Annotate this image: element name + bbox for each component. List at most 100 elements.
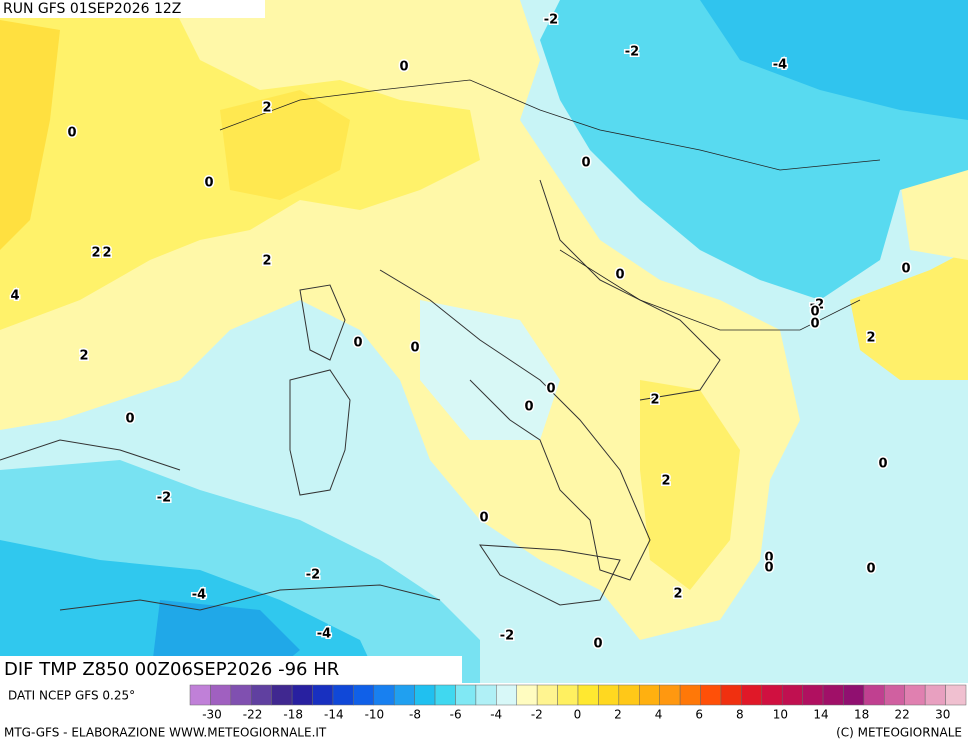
contour-label: 0 xyxy=(546,382,555,397)
footer-left: MTG-GFS - ELABORAZIONE WWW.METEOGIORNALE… xyxy=(4,726,327,740)
scale-label: 0 xyxy=(574,708,582,722)
contour-label: 2 xyxy=(102,246,111,261)
scale-swatch xyxy=(434,684,456,706)
scale-swatch xyxy=(679,684,701,706)
scale-label: 14 xyxy=(813,708,828,722)
contour-label: 4 xyxy=(10,289,19,304)
cool-area xyxy=(420,300,560,440)
contour-label: -2 xyxy=(625,45,639,60)
scale-swatch xyxy=(884,684,905,706)
contour-label: 0 xyxy=(810,317,819,332)
scale-swatch xyxy=(781,684,803,706)
scale-swatch xyxy=(639,684,660,706)
scale-swatch xyxy=(475,684,497,706)
contour-label: 0 xyxy=(764,551,773,566)
scale-label: -2 xyxy=(531,708,543,722)
scale-swatch xyxy=(577,684,599,706)
scale-label: 6 xyxy=(695,708,703,722)
contour-label: -4 xyxy=(317,627,331,642)
warm-area xyxy=(0,20,60,250)
contour-label: 0 xyxy=(764,561,773,576)
warm-area xyxy=(900,170,968,260)
contour-label: 0 xyxy=(901,262,910,277)
scale-label: -18 xyxy=(283,708,303,722)
contour-label: -2 xyxy=(157,491,171,506)
footer-right: (C) METEOGIORNALE xyxy=(836,726,962,740)
contour-label: 0 xyxy=(410,341,419,356)
scale-label: -6 xyxy=(450,708,462,722)
scale-swatch xyxy=(332,684,354,706)
scale-swatch xyxy=(659,684,681,706)
contour-label: 0 xyxy=(810,305,819,320)
scale-label: 22 xyxy=(895,708,910,722)
contour-label: 0 xyxy=(353,336,362,351)
contour-label: 0 xyxy=(524,400,533,415)
scale-swatch xyxy=(802,684,824,706)
contour-label: 2 xyxy=(673,587,682,602)
contour-label: 0 xyxy=(615,268,624,283)
contour-label: 2 xyxy=(262,254,271,269)
scale-label: 18 xyxy=(854,708,869,722)
cool-area xyxy=(700,0,968,120)
contour-label: 2 xyxy=(866,331,875,346)
contour-label: 0 xyxy=(125,412,134,427)
contour-label: -4 xyxy=(773,58,787,73)
scale-label: -8 xyxy=(409,708,421,722)
scale-label: 10 xyxy=(773,708,788,722)
scale-swatch xyxy=(373,684,395,706)
scale-swatch xyxy=(536,684,558,706)
scale-swatch xyxy=(312,684,334,706)
scale-swatch xyxy=(945,684,967,706)
scale-swatch xyxy=(455,684,477,706)
source-label: DATI NCEP GFS 0.25° xyxy=(8,689,135,703)
warm-area xyxy=(640,380,740,590)
scale-swatch xyxy=(496,684,517,706)
coastline xyxy=(479,544,621,606)
contour-label: -2 xyxy=(544,13,558,28)
scale-swatch xyxy=(557,684,579,706)
scale-swatch xyxy=(516,684,538,706)
contour-label: 2 xyxy=(91,246,100,261)
scale-label: -22 xyxy=(243,708,263,722)
contour-label: 2 xyxy=(262,101,271,116)
contour-label: -2 xyxy=(306,568,320,583)
scale-swatch xyxy=(598,684,620,706)
scale-label: 2 xyxy=(614,708,622,722)
scale-swatch xyxy=(863,684,885,706)
scale-swatch xyxy=(414,684,436,706)
contour-label: 0 xyxy=(593,637,602,652)
contour-label: 2 xyxy=(650,393,659,408)
scale-swatch xyxy=(700,684,722,706)
warm-area xyxy=(850,250,968,380)
contour-label: 0 xyxy=(479,511,488,526)
contour-label: 0 xyxy=(866,562,875,577)
scale-swatch xyxy=(904,684,926,706)
scale-label: -10 xyxy=(365,708,385,722)
coastline xyxy=(379,179,721,581)
scale-label: -4 xyxy=(490,708,502,722)
scale-swatch xyxy=(230,684,252,706)
contour-label: 0 xyxy=(399,60,408,75)
contour-label: 0 xyxy=(67,126,76,141)
contour-label: 0 xyxy=(878,457,887,472)
field-label: DIF TMP Z850 00Z06SEP2026 -96 HR xyxy=(0,656,462,683)
contour-label: -2 xyxy=(810,298,824,313)
scale-swatch xyxy=(189,684,211,706)
contour-label: 2 xyxy=(661,474,670,489)
scale-swatch xyxy=(720,684,742,706)
scale-swatch xyxy=(291,684,313,706)
scale-swatch xyxy=(271,684,293,706)
scale-swatch xyxy=(353,684,375,706)
coastline xyxy=(0,439,441,611)
scale-swatch xyxy=(251,684,272,706)
border xyxy=(219,79,881,331)
contour-label: 0 xyxy=(204,176,213,191)
scale-swatch xyxy=(393,684,415,706)
contour-label: 2 xyxy=(79,349,88,364)
scale-label: 30 xyxy=(935,708,950,722)
scale-swatch xyxy=(618,684,640,706)
scale-swatch xyxy=(843,684,865,706)
scale-swatch xyxy=(761,684,783,706)
